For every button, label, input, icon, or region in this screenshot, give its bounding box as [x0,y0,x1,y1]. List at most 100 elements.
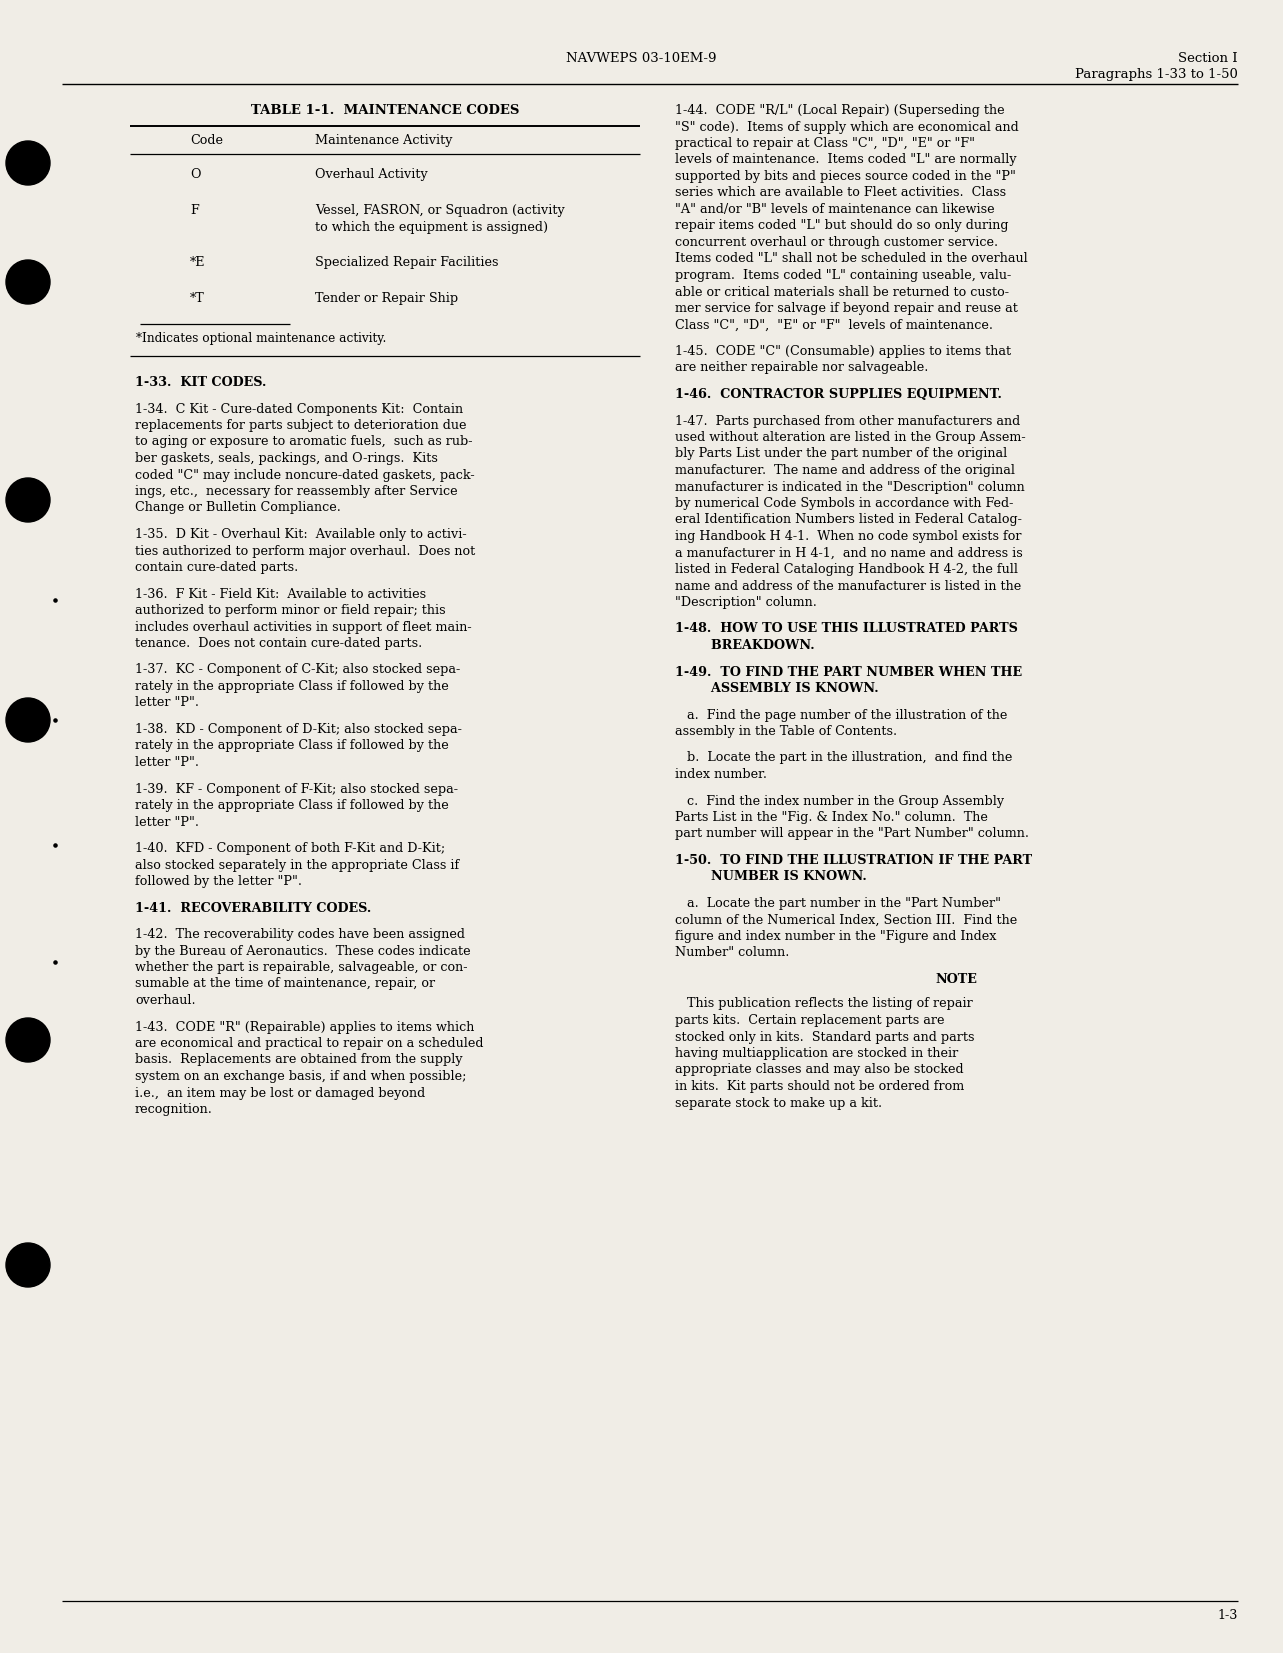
Text: a.  Locate the part number in the "Part Number": a. Locate the part number in the "Part N… [675,898,1001,911]
Text: NOTE: NOTE [935,974,978,985]
Text: to which the equipment is assigned): to which the equipment is assigned) [316,220,548,233]
Text: "S" code).  Items of supply which are economical and: "S" code). Items of supply which are eco… [675,121,1019,134]
Text: *T: *T [190,293,205,306]
Text: 1-34.  C Kit - Cure-dated Components Kit:  Contain: 1-34. C Kit - Cure-dated Components Kit:… [135,402,463,415]
Text: Maintenance Activity: Maintenance Activity [316,134,453,147]
Text: a manufacturer in H 4-1,  and no name and address is: a manufacturer in H 4-1, and no name and… [675,547,1023,559]
Text: NUMBER IS KNOWN.: NUMBER IS KNOWN. [675,871,867,883]
Text: name and address of the manufacturer is listed in the: name and address of the manufacturer is … [675,580,1021,592]
Text: by the Bureau of Aeronautics.  These codes indicate: by the Bureau of Aeronautics. These code… [135,944,471,957]
Text: 1-35.  D Kit - Overhaul Kit:  Available only to activi-: 1-35. D Kit - Overhaul Kit: Available on… [135,527,467,541]
Text: followed by the letter "P".: followed by the letter "P". [135,874,302,888]
Text: Number" column.: Number" column. [675,947,789,959]
Text: rately in the appropriate Class if followed by the: rately in the appropriate Class if follo… [135,679,449,693]
Text: *E: *E [190,256,205,269]
Text: to aging or exposure to aromatic fuels,  such as rub-: to aging or exposure to aromatic fuels, … [135,435,472,448]
Text: b.  Locate the part in the illustration,  and find the: b. Locate the part in the illustration, … [675,752,1012,764]
Text: Overhaul Activity: Overhaul Activity [316,169,427,180]
Text: NAVWEPS 03-10EM-9: NAVWEPS 03-10EM-9 [566,51,717,64]
Text: Section I: Section I [1178,51,1238,64]
Text: ASSEMBLY IS KNOWN.: ASSEMBLY IS KNOWN. [675,683,879,694]
Text: 1-36.  F Kit - Field Kit:  Available to activities: 1-36. F Kit - Field Kit: Available to ac… [135,587,426,600]
Text: O: O [190,169,200,180]
Text: contain cure-dated parts.: contain cure-dated parts. [135,560,298,574]
Text: 1-45.  CODE "C" (Consumable) applies to items that: 1-45. CODE "C" (Consumable) applies to i… [675,345,1011,359]
Text: "Description" column.: "Description" column. [675,597,817,608]
Text: program.  Items coded "L" containing useable, valu-: program. Items coded "L" containing usea… [675,269,1011,283]
Text: index number.: index number. [675,769,767,780]
Text: rately in the appropriate Class if followed by the: rately in the appropriate Class if follo… [135,739,449,752]
Text: Tender or Repair Ship: Tender or Repair Ship [316,293,458,306]
Text: letter "P".: letter "P". [135,755,199,769]
Text: 1-47.  Parts purchased from other manufacturers and: 1-47. Parts purchased from other manufac… [675,415,1020,428]
Text: "A" and/or "B" levels of maintenance can likewise: "A" and/or "B" levels of maintenance can… [675,203,994,217]
Circle shape [6,141,50,185]
Text: 1-49.  TO FIND THE PART NUMBER WHEN THE: 1-49. TO FIND THE PART NUMBER WHEN THE [675,666,1023,678]
Text: part number will appear in the "Part Number" column.: part number will appear in the "Part Num… [675,828,1029,840]
Text: 1-46.  CONTRACTOR SUPPLIES EQUIPMENT.: 1-46. CONTRACTOR SUPPLIES EQUIPMENT. [675,388,1002,402]
Text: authorized to perform minor or field repair; this: authorized to perform minor or field rep… [135,603,445,617]
Text: 1-37.  KC - Component of C-Kit; also stocked sepa-: 1-37. KC - Component of C-Kit; also stoc… [135,663,461,676]
Text: system on an exchange basis, if and when possible;: system on an exchange basis, if and when… [135,1069,467,1083]
Text: Change or Bulletin Compliance.: Change or Bulletin Compliance. [135,501,341,514]
Text: Items coded "L" shall not be scheduled in the overhaul: Items coded "L" shall not be scheduled i… [675,253,1028,266]
Text: 1-50.  TO FIND THE ILLUSTRATION IF THE PART: 1-50. TO FIND THE ILLUSTRATION IF THE PA… [675,855,1032,868]
Text: F: F [190,203,199,217]
Text: having multiapplication are stocked in their: having multiapplication are stocked in t… [675,1046,958,1060]
Text: i.e.,  an item may be lost or damaged beyond: i.e., an item may be lost or damaged bey… [135,1086,425,1099]
Text: Specialized Repair Facilities: Specialized Repair Facilities [316,256,499,269]
Text: separate stock to make up a kit.: separate stock to make up a kit. [675,1096,883,1109]
Text: replacements for parts subject to deterioration due: replacements for parts subject to deteri… [135,418,467,431]
Text: series which are available to Fleet activities.  Class: series which are available to Fleet acti… [675,187,1006,200]
Text: ber gaskets, seals, packings, and O-rings.  Kits: ber gaskets, seals, packings, and O-ring… [135,451,438,464]
Text: whether the part is repairable, salvageable, or con-: whether the part is repairable, salvagea… [135,960,467,974]
Text: tenance.  Does not contain cure-dated parts.: tenance. Does not contain cure-dated par… [135,636,422,650]
Text: repair items coded "L" but should do so only during: repair items coded "L" but should do so … [675,220,1008,233]
Text: ties authorized to perform major overhaul.  Does not: ties authorized to perform major overhau… [135,544,475,557]
Text: sumable at the time of maintenance, repair, or: sumable at the time of maintenance, repa… [135,977,435,990]
Text: 1-42.  The recoverability codes have been assigned: 1-42. The recoverability codes have been… [135,927,464,941]
Text: Paragraphs 1-33 to 1-50: Paragraphs 1-33 to 1-50 [1075,68,1238,81]
Text: practical to repair at Class "C", "D", "E" or "F": practical to repair at Class "C", "D", "… [675,137,975,150]
Text: c.  Find the index number in the Group Assembly: c. Find the index number in the Group As… [675,795,1005,808]
Text: are economical and practical to repair on a scheduled: are economical and practical to repair o… [135,1036,484,1050]
Circle shape [6,1243,50,1288]
Circle shape [6,1018,50,1061]
Text: Code: Code [190,134,223,147]
Text: by numerical Code Symbols in accordance with Fed-: by numerical Code Symbols in accordance … [675,498,1014,511]
Text: This publication reflects the listing of repair: This publication reflects the listing of… [675,997,973,1010]
Text: letter "P".: letter "P". [135,696,199,709]
Text: letter "P".: letter "P". [135,815,199,828]
Text: TABLE 1-1.  MAINTENANCE CODES: TABLE 1-1. MAINTENANCE CODES [250,104,520,117]
Text: listed in Federal Cataloging Handbook H 4-2, the full: listed in Federal Cataloging Handbook H … [675,564,1017,575]
Circle shape [6,260,50,304]
Text: Parts List in the "Fig. & Index No." column.  The: Parts List in the "Fig. & Index No." col… [675,812,988,823]
Circle shape [6,478,50,522]
Text: Vessel, FASRON, or Squadron (activity: Vessel, FASRON, or Squadron (activity [316,203,565,217]
Text: bly Parts List under the part number of the original: bly Parts List under the part number of … [675,448,1007,461]
Text: eral Identification Numbers listed in Federal Catalog-: eral Identification Numbers listed in Fe… [675,514,1021,527]
Text: also stocked separately in the appropriate Class if: also stocked separately in the appropria… [135,858,459,871]
Circle shape [6,698,50,742]
Text: are neither repairable nor salvageable.: are neither repairable nor salvageable. [675,362,929,375]
Text: manufacturer.  The name and address of the original: manufacturer. The name and address of th… [675,464,1015,478]
Text: *Indicates optional maintenance activity.: *Indicates optional maintenance activity… [136,332,386,345]
Text: 1-3: 1-3 [1218,1608,1238,1622]
Text: rately in the appropriate Class if followed by the: rately in the appropriate Class if follo… [135,798,449,812]
Text: 1-41.  RECOVERABILITY CODES.: 1-41. RECOVERABILITY CODES. [135,901,371,914]
Text: 1-43.  CODE "R" (Repairable) applies to items which: 1-43. CODE "R" (Repairable) applies to i… [135,1020,475,1033]
Text: concurrent overhaul or through customer service.: concurrent overhaul or through customer … [675,236,998,250]
Text: 1-39.  KF - Component of F-Kit; also stocked sepa-: 1-39. KF - Component of F-Kit; also stoc… [135,782,458,795]
Text: 1-44.  CODE "R/L" (Local Repair) (Superseding the: 1-44. CODE "R/L" (Local Repair) (Superse… [675,104,1005,117]
Text: coded "C" may include noncure-dated gaskets, pack-: coded "C" may include noncure-dated gask… [135,468,475,481]
Text: supported by bits and pieces source coded in the "P": supported by bits and pieces source code… [675,170,1016,183]
Text: parts kits.  Certain replacement parts are: parts kits. Certain replacement parts ar… [675,1013,944,1027]
Text: figure and index number in the "Figure and Index: figure and index number in the "Figure a… [675,931,997,942]
Text: 1-38.  KD - Component of D-Kit; also stocked sepa-: 1-38. KD - Component of D-Kit; also stoc… [135,722,462,736]
Text: used without alteration are listed in the Group Assem-: used without alteration are listed in th… [675,431,1025,445]
Text: recognition.: recognition. [135,1103,213,1116]
Text: 1-48.  HOW TO USE THIS ILLUSTRATED PARTS: 1-48. HOW TO USE THIS ILLUSTRATED PARTS [675,623,1017,635]
Text: overhaul.: overhaul. [135,993,195,1007]
Text: includes overhaul activities in support of fleet main-: includes overhaul activities in support … [135,620,472,633]
Text: 1-40.  KFD - Component of both F-Kit and D-Kit;: 1-40. KFD - Component of both F-Kit and … [135,841,445,855]
